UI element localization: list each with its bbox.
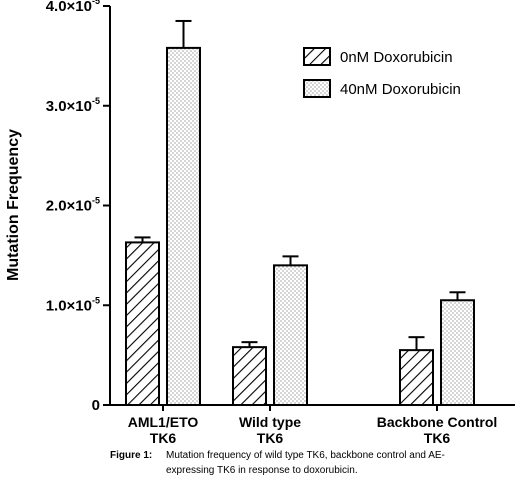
y-tick-label: 1.0×10-5 xyxy=(46,295,100,314)
y-axis-title: Mutation Frequency xyxy=(5,129,22,281)
y-tick-label: 3.0×10-5 xyxy=(46,96,100,115)
legend-label: 40nM Doxorubicin xyxy=(340,81,461,98)
x-tick-label-line2: TK6 xyxy=(257,430,284,445)
x-tick-label-line2: TK6 xyxy=(150,430,177,445)
x-tick-label-line1: Backbone Control xyxy=(377,414,498,430)
x-tick-label-line2: TK6 xyxy=(424,430,451,445)
legend-swatch xyxy=(303,47,331,66)
bar-40nm xyxy=(273,264,308,406)
bar-40nm xyxy=(166,46,201,407)
y-tick-label: 2.0×10-5 xyxy=(46,196,100,215)
figure-caption: Figure 1: Mutation frequency of wild type… xyxy=(110,448,515,478)
legend-label: 0nM Doxorubicin xyxy=(340,49,453,66)
legend-swatch xyxy=(303,79,331,98)
y-tick-label: 0 xyxy=(92,397,100,414)
bar-40nm xyxy=(440,299,475,407)
x-tick-label-line1: AML1/ETO xyxy=(128,414,199,430)
legend: 0nM Doxorubicin 40nM Doxorubicin xyxy=(303,47,461,98)
bar-0nm xyxy=(125,241,160,406)
caption-label: Figure 1: xyxy=(110,450,153,461)
bar-chart: 0 1.0×10-5 2.0×10-5 3.0×10-5 4.0×10-5 Mutatio… xyxy=(5,0,515,445)
axes: 0 1.0×10-5 2.0×10-5 3.0×10-5 4.0×10-5 Mutatio… xyxy=(5,0,515,445)
caption-line-2: expressing TK6 in response to doxorubici… xyxy=(166,465,358,476)
y-tick-label: 4.0×10-5 xyxy=(46,0,100,15)
caption-line-1: Mutation frequency of wild type TK6, bac… xyxy=(166,450,445,461)
x-tick-label-line1: Wild type xyxy=(239,414,301,430)
bar-0nm xyxy=(232,346,267,406)
bar-0nm xyxy=(399,349,434,407)
bars xyxy=(125,19,475,407)
